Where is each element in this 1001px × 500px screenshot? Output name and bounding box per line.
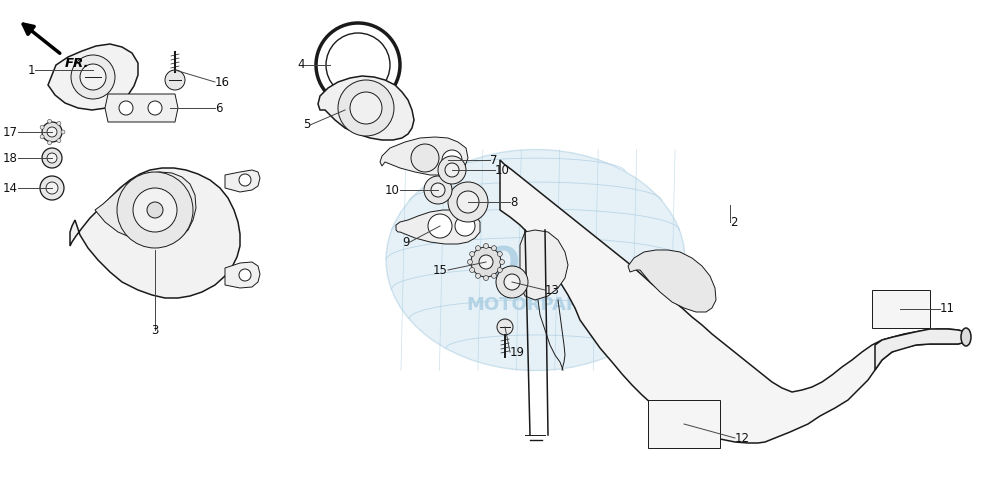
Text: 5: 5 — [302, 118, 310, 132]
Text: FR.: FR. — [65, 57, 89, 70]
Circle shape — [61, 130, 65, 134]
Text: 17: 17 — [3, 126, 18, 138]
Circle shape — [499, 260, 505, 264]
Circle shape — [47, 127, 57, 137]
Circle shape — [479, 255, 493, 269]
Circle shape — [431, 183, 445, 197]
Polygon shape — [380, 137, 468, 175]
Circle shape — [475, 274, 480, 278]
Circle shape — [57, 122, 61, 126]
Circle shape — [497, 319, 513, 335]
Polygon shape — [318, 76, 414, 140]
Circle shape — [165, 70, 185, 90]
Polygon shape — [225, 170, 260, 192]
Circle shape — [497, 252, 503, 256]
Circle shape — [469, 252, 474, 256]
Polygon shape — [70, 168, 240, 298]
Text: 2: 2 — [730, 216, 738, 228]
Circle shape — [57, 138, 61, 142]
Circle shape — [475, 246, 480, 250]
Circle shape — [48, 120, 52, 124]
FancyBboxPatch shape — [872, 290, 930, 328]
Circle shape — [445, 163, 459, 177]
Circle shape — [46, 182, 58, 194]
Text: 12: 12 — [735, 432, 750, 444]
Circle shape — [239, 269, 251, 281]
Circle shape — [148, 101, 162, 115]
Circle shape — [42, 122, 62, 142]
Text: 15: 15 — [433, 264, 448, 276]
Circle shape — [469, 268, 474, 272]
Circle shape — [424, 176, 452, 204]
Circle shape — [457, 191, 479, 213]
Polygon shape — [628, 250, 716, 312]
Circle shape — [40, 125, 44, 129]
Polygon shape — [48, 44, 138, 110]
Polygon shape — [396, 210, 480, 244]
Circle shape — [133, 188, 177, 232]
Circle shape — [71, 55, 115, 99]
Circle shape — [47, 153, 57, 163]
Text: 3: 3 — [151, 324, 159, 336]
Circle shape — [471, 247, 500, 277]
Circle shape — [442, 150, 462, 170]
Circle shape — [147, 202, 163, 218]
Circle shape — [497, 268, 503, 272]
Polygon shape — [95, 172, 196, 244]
Circle shape — [428, 214, 452, 238]
FancyBboxPatch shape — [648, 400, 720, 448]
Text: OEM: OEM — [486, 246, 585, 284]
Text: 9: 9 — [402, 236, 410, 248]
Circle shape — [491, 274, 496, 278]
Circle shape — [48, 140, 52, 144]
Circle shape — [119, 101, 133, 115]
Text: 4: 4 — [297, 58, 305, 71]
Text: 10: 10 — [495, 164, 510, 176]
Ellipse shape — [961, 328, 971, 346]
Text: 8: 8 — [510, 196, 518, 208]
Circle shape — [491, 246, 496, 250]
Text: 13: 13 — [545, 284, 560, 296]
Text: 14: 14 — [3, 182, 18, 194]
Circle shape — [483, 276, 488, 280]
Circle shape — [338, 80, 394, 136]
Circle shape — [496, 266, 528, 298]
Circle shape — [40, 176, 64, 200]
Polygon shape — [105, 94, 178, 122]
Ellipse shape — [386, 150, 685, 370]
Polygon shape — [500, 160, 966, 443]
Circle shape — [350, 92, 382, 124]
Circle shape — [504, 274, 520, 290]
Text: 6: 6 — [215, 102, 222, 114]
Circle shape — [117, 172, 193, 248]
Circle shape — [448, 182, 488, 222]
Text: 1: 1 — [27, 64, 35, 76]
Polygon shape — [225, 262, 260, 288]
Text: 11: 11 — [940, 302, 955, 316]
Text: 19: 19 — [510, 346, 525, 358]
Polygon shape — [875, 329, 966, 370]
Polygon shape — [520, 230, 568, 300]
Circle shape — [239, 174, 251, 186]
Text: 10: 10 — [385, 184, 400, 196]
Text: MOTORPARTS: MOTORPARTS — [466, 296, 605, 314]
Circle shape — [483, 244, 488, 248]
Circle shape — [42, 148, 62, 168]
Circle shape — [455, 216, 475, 236]
Circle shape — [80, 64, 106, 90]
Text: 16: 16 — [215, 76, 230, 88]
Text: 7: 7 — [490, 154, 497, 166]
Circle shape — [411, 144, 439, 172]
Circle shape — [467, 260, 472, 264]
Circle shape — [40, 135, 44, 139]
Text: 18: 18 — [3, 152, 18, 164]
Circle shape — [438, 156, 466, 184]
